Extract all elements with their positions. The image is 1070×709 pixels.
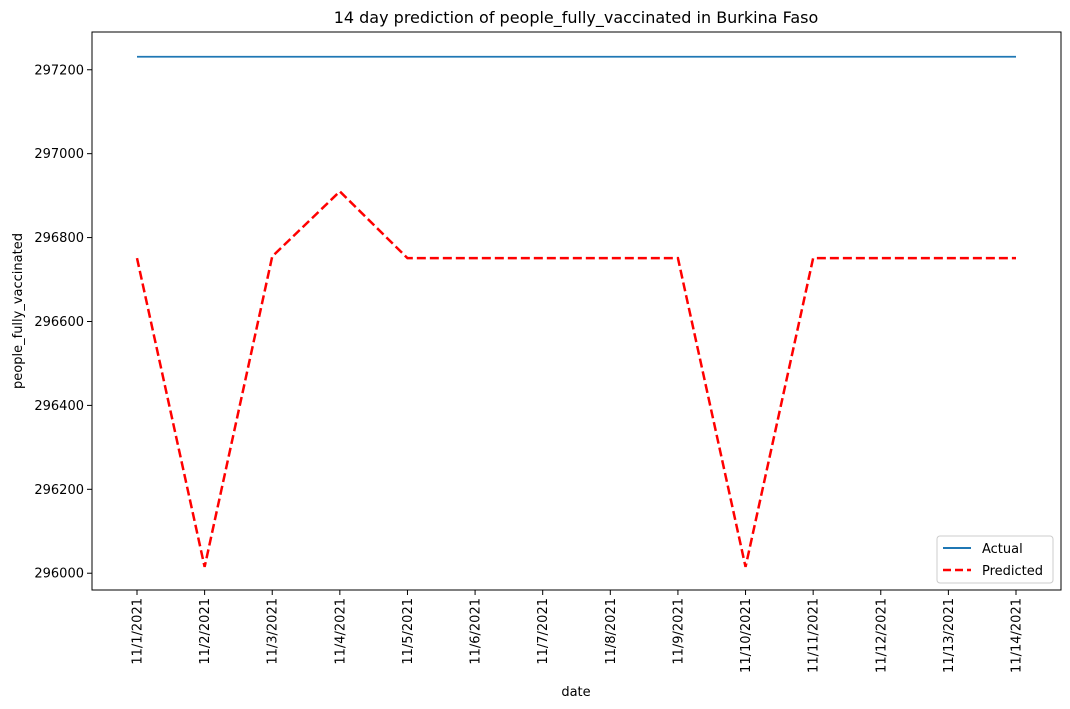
legend: Actual Predicted (936, 535, 1054, 584)
x-tick-label: 11/10/2021 (739, 598, 754, 673)
x-tick-label: 11/8/2021 (604, 598, 619, 665)
legend-label-predicted: Predicted (982, 564, 1043, 579)
y-tick-label: 296600 (34, 315, 84, 330)
x-tick-label: 11/5/2021 (401, 598, 416, 665)
y-tick-label: 296200 (34, 483, 84, 498)
x-tick-label: 11/6/2021 (469, 598, 484, 665)
y-tick-label: 297200 (34, 63, 84, 78)
x-tick-label: 11/7/2021 (536, 598, 551, 665)
series-line-predicted (135, 189, 1016, 568)
legend-label-actual: Actual (982, 542, 1023, 557)
chart-title: 14 day prediction of people_fully_vaccin… (334, 8, 819, 28)
x-tick-label: 11/1/2021 (131, 598, 146, 665)
x-tick-label: 11/11/2021 (807, 598, 822, 673)
y-tick-label: 296400 (34, 399, 84, 414)
x-axis-label: date (561, 685, 590, 700)
x-tick-label: 11/4/2021 (333, 598, 348, 665)
x-axis: 11/1/2021 11/2/2021 11/3/2021 11/4/2021 11/5… (131, 590, 1025, 673)
x-tick-label: 11/3/2021 (266, 598, 281, 665)
y-tick-label: 297000 (34, 147, 84, 162)
y-tick-label: 296800 (34, 231, 84, 246)
series-layer (135, 55, 1016, 568)
x-tick-label: 11/2/2021 (198, 598, 213, 665)
x-tick-label: 11/14/2021 (1010, 598, 1025, 673)
x-tick-label: 11/9/2021 (671, 598, 686, 665)
x-tick-label: 11/12/2021 (874, 598, 889, 673)
plot-area (91, 31, 1062, 591)
x-tick-label: 11/13/2021 (942, 598, 957, 673)
y-axis-label: people_fully_vaccinated (11, 233, 26, 389)
y-tick-label: 296000 (34, 567, 84, 582)
y-axis: 296000 296200 296400 296600 296800 297000 2972… (34, 63, 92, 582)
